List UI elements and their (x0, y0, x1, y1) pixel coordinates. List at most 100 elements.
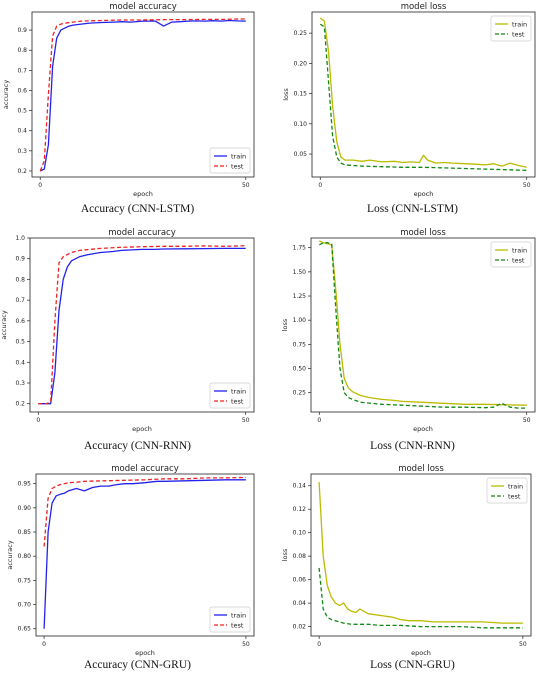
chart-title: model accuracy (108, 228, 176, 238)
legend-label-train: train (512, 247, 527, 255)
series-line-test (39, 18, 246, 172)
legend-box (209, 606, 251, 633)
y-tick-label: 0.2 (17, 168, 27, 175)
legend-label-test: test (508, 493, 521, 501)
caption-accuracy-cnn-gru: Accuracy (CNN-GRU) (84, 659, 191, 671)
y-tick-label: 0.10 (294, 121, 308, 128)
caption-loss-cnn-rnn: Loss (CNN-RNN) (370, 440, 455, 452)
chart-svg: model loss epoch loss 0 50 0.05 0.10 0.15 0.20 0.… (282, 2, 536, 198)
y-tick-label: 0.6 (17, 87, 27, 94)
plot-frame (35, 473, 255, 637)
chart-svg: model accuracy epoch accuracy 0 50 0.65 0.70 0.… (6, 464, 255, 657)
y-tick-label: 0.3 (15, 380, 25, 387)
y-tick-label: 0.10 (293, 530, 307, 537)
y-tick-label: 0.5 (15, 339, 25, 346)
plot-frame (311, 11, 536, 178)
chart-title: model loss (401, 2, 447, 12)
chart-svg: model loss epoch loss 0 50 0.02 0.04 0.06 0.08 0.… (281, 464, 532, 657)
chart-accuracy-cnn-gru: model accuracy epoch accuracy 0 50 0.65 0.70 0.… (0, 460, 272, 660)
x-axis-label: epoch (133, 190, 153, 198)
y-tick-label: 0.9 (15, 256, 25, 263)
legend-box (209, 147, 251, 174)
x-axis-label: epoch (413, 425, 433, 433)
y-tick-label: 0.75 (18, 577, 32, 584)
chart-title: model accuracy (111, 464, 179, 474)
chart-title: model loss (398, 464, 444, 474)
legend-label-test: test (231, 622, 244, 630)
y-tick-label: 0.8 (15, 276, 25, 283)
series-line-train (318, 482, 523, 624)
x-tick-label: 50 (242, 417, 250, 424)
y-tick-label: 1.0 (15, 235, 25, 242)
y-tick-label: 0.05 (294, 151, 308, 158)
y-tick-label: 0.02 (293, 624, 307, 631)
y-tick-label: 0.3 (17, 148, 27, 155)
chart-svg: model loss epoch loss 0 50 0.25 0.50 0.75 1.00 1.… (281, 228, 536, 433)
plot-frame (31, 11, 255, 178)
y-tick-label: 0.25 (293, 390, 307, 397)
x-tick-label: 0 (36, 417, 40, 424)
x-tick-label: 0 (317, 417, 321, 424)
legend-box (209, 382, 251, 409)
y-tick-label: 0.8 (17, 47, 27, 54)
chart-svg: model accuracy epoch accuracy 0 50 0.2 0.3 0.4 0… (0, 228, 255, 433)
legend-label-test: test (512, 31, 525, 39)
caption-loss-cnn-gru: Loss (CNN-GRU) (370, 659, 455, 671)
caption-loss-cnn-lstm: Loss (CNN-LSTM) (366, 203, 459, 215)
legend-label-train: train (231, 388, 246, 396)
x-tick-label: 0 (42, 641, 46, 648)
plot-frame (310, 237, 536, 413)
legend-label-test: test (231, 163, 244, 171)
y-axis-label: loss (281, 318, 289, 331)
x-tick-label: 0 (318, 182, 322, 189)
chart-loss-cnn-gru: model loss epoch loss 0 50 0.02 0.04 0.06 0.08 0.… (275, 460, 547, 660)
series-line-test (38, 245, 246, 405)
y-tick-label: 0.90 (18, 505, 32, 512)
y-tick-label: 0.75 (293, 341, 307, 348)
y-axis-label: accuracy (2, 80, 10, 109)
y-tick-label: 0.7 (15, 297, 25, 304)
y-tick-label: 0.85 (18, 529, 32, 536)
y-tick-label: 0.7 (17, 67, 27, 74)
y-tick-label: 0.95 (18, 481, 32, 488)
x-axis-label: epoch (135, 649, 155, 657)
y-tick-label: 0.12 (293, 506, 307, 513)
caption-accuracy-cnn-lstm: Accuracy (CNN-LSTM) (80, 203, 195, 215)
series-line-train (319, 17, 527, 168)
chart-loss-cnn-rnn: model loss epoch loss 0 50 0.25 0.50 0.75 1.00 1.… (275, 222, 547, 440)
y-tick-label: 0.70 (18, 602, 32, 609)
y-tick-label: 0.4 (15, 359, 25, 366)
y-axis-label: accuracy (6, 540, 14, 569)
x-tick-label: 50 (242, 641, 250, 648)
series-line-train (43, 479, 246, 629)
y-tick-label: 0.80 (18, 553, 32, 560)
series-line-test (43, 476, 246, 547)
x-tick-label: 50 (523, 182, 531, 189)
chart-svg: model accuracy epoch accuracy 0 50 0.2 0.3 0.4 0… (2, 2, 255, 198)
x-tick-label: 50 (519, 641, 527, 648)
y-tick-label: 0.4 (17, 128, 27, 135)
y-tick-label: 0.14 (293, 483, 307, 490)
series-line-test (318, 567, 523, 629)
y-tick-label: 1.25 (293, 293, 307, 300)
y-axis-label: loss (282, 88, 290, 101)
legend-box (490, 15, 532, 42)
x-tick-label: 0 (317, 641, 321, 648)
y-tick-label: 0.04 (293, 600, 307, 607)
chart-loss-cnn-lstm: model loss epoch loss 0 50 0.05 0.10 0.15 0.20 0.… (275, 0, 547, 202)
y-tick-label: 1.75 (293, 245, 307, 252)
legend-box (486, 477, 528, 504)
y-axis-label: accuracy (0, 310, 8, 339)
series-line-train (38, 247, 246, 405)
x-tick-label: 0 (38, 182, 42, 189)
x-axis-label: epoch (132, 425, 152, 433)
caption-accuracy-cnn-rnn: Accuracy (CNN-RNN) (84, 440, 191, 452)
y-tick-label: 0.2 (15, 401, 25, 408)
legend-label-test: test (231, 398, 244, 406)
chart-title: model accuracy (109, 2, 177, 12)
series-line-test (319, 23, 527, 172)
y-tick-label: 1.00 (293, 317, 307, 324)
plot-frame (310, 473, 532, 637)
chart-title: model loss (400, 228, 446, 238)
y-tick-label: 0.08 (293, 553, 307, 560)
